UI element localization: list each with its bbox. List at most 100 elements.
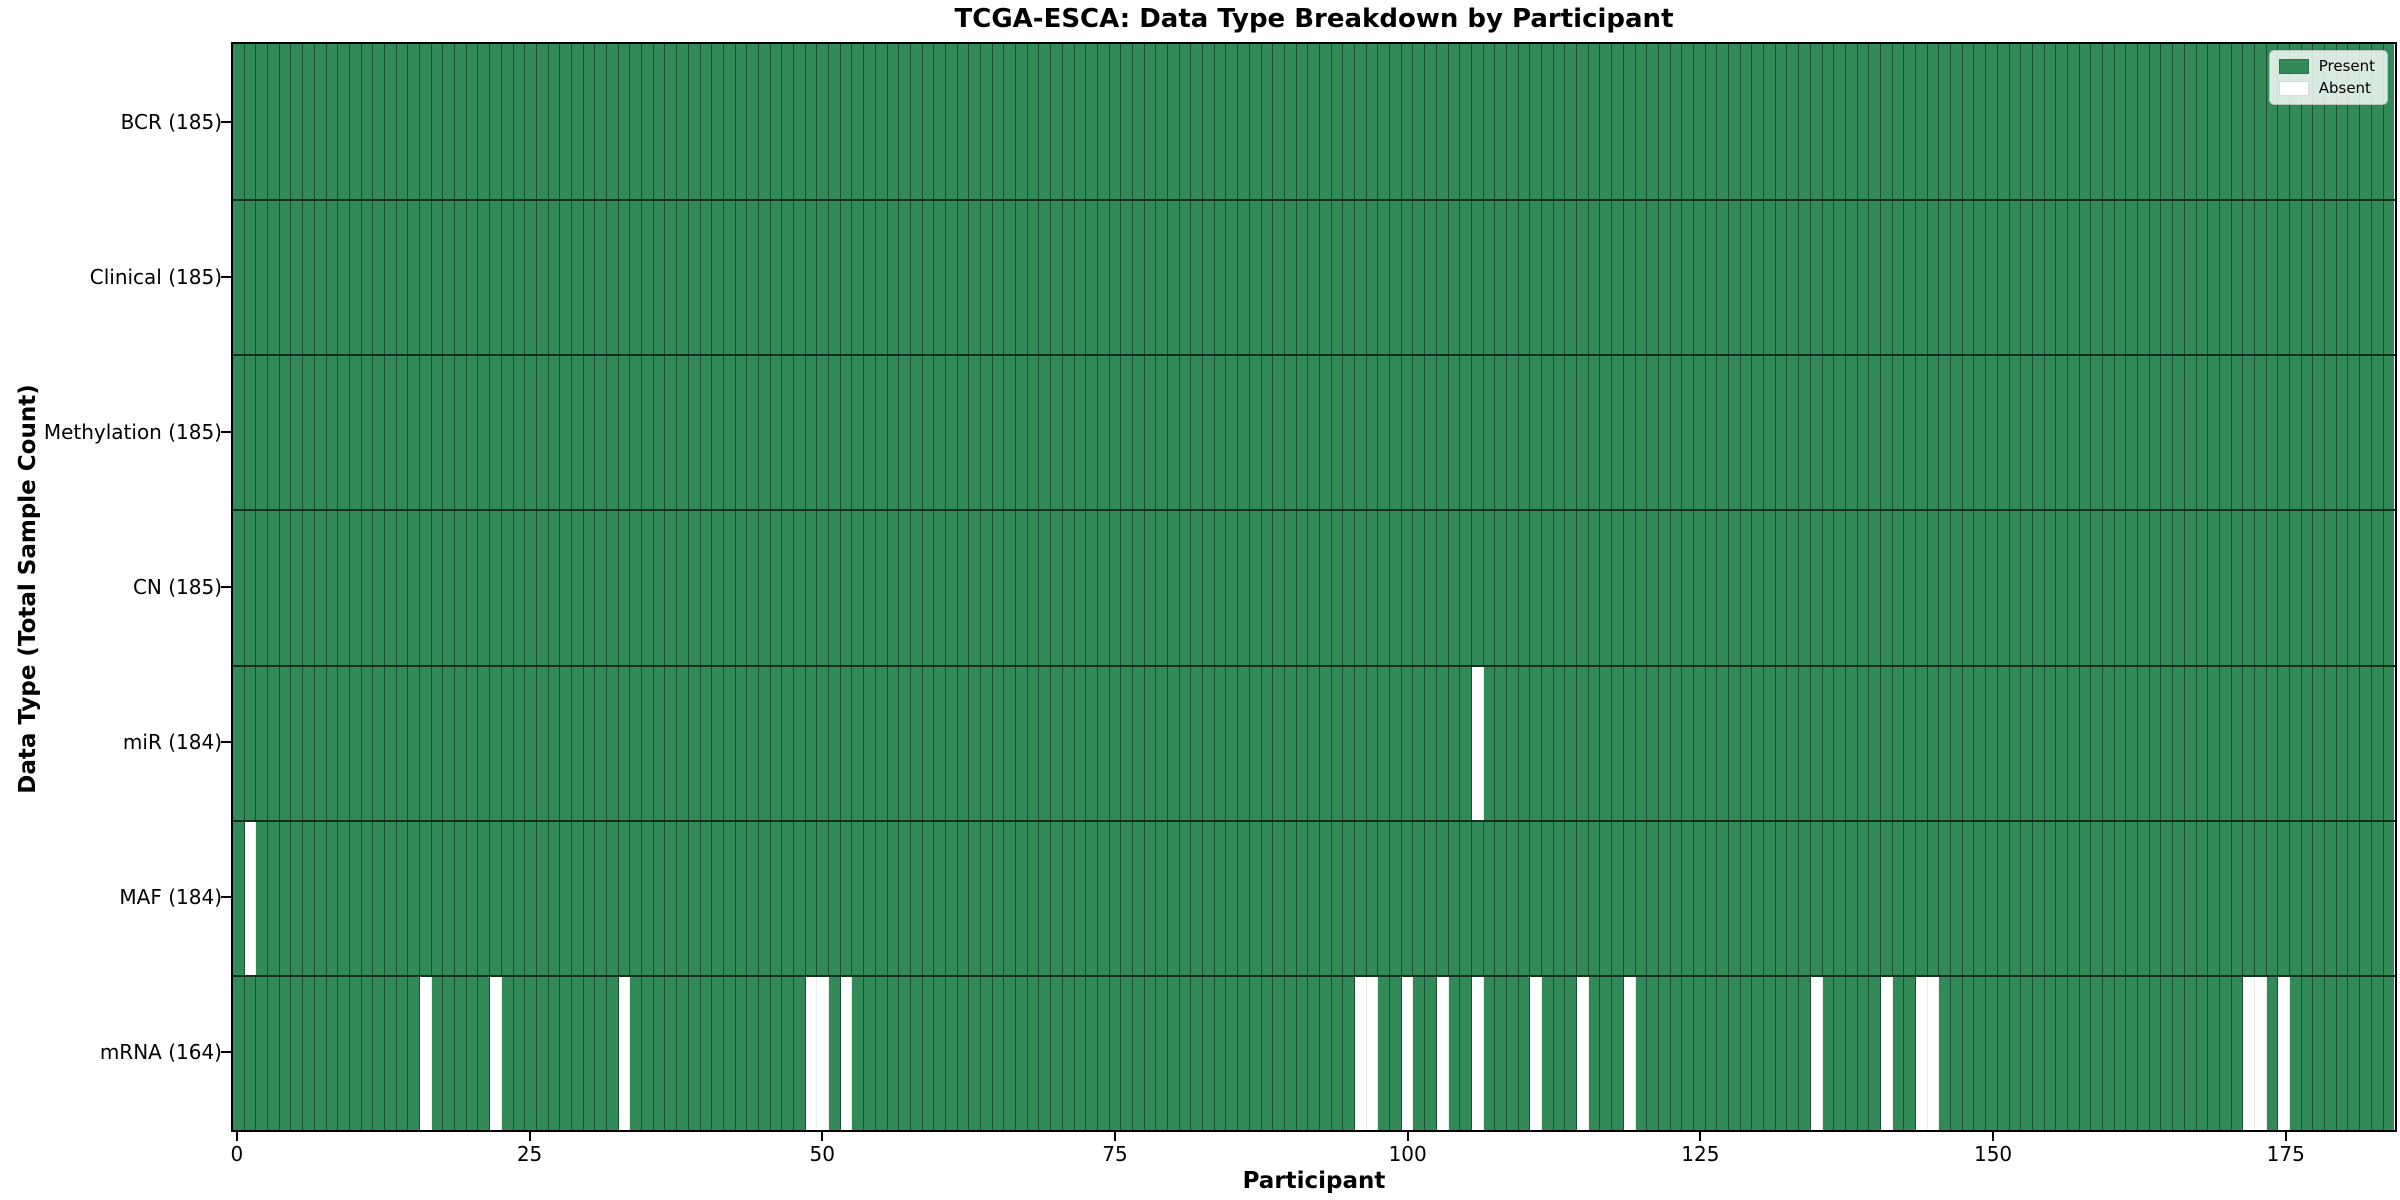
heatmap-cell: [2091, 44, 2103, 200]
heatmap-cell: [1319, 976, 1332, 1130]
heatmap-cell: [1308, 201, 1320, 355]
heatmap-cell: [1857, 666, 1870, 820]
heatmap-cell: [1191, 821, 1204, 975]
heatmap-cell: [2079, 821, 2092, 975]
heatmap-cell: [945, 666, 958, 820]
heatmap-cell: [349, 821, 362, 975]
heatmap-cell: [1834, 356, 1846, 510]
heatmap-cell: [770, 511, 783, 665]
heatmap-cell: [1121, 666, 1133, 820]
heatmap-cell: [1156, 976, 1168, 1130]
heatmap-cell: [642, 201, 654, 355]
heatmap-cell: [1027, 511, 1040, 665]
heatmap-cell: [1693, 201, 1706, 355]
heatmap-cell: [2383, 44, 2395, 200]
heatmap-cell: [1752, 511, 1765, 665]
heatmap-cell: [899, 356, 911, 510]
heatmap-cell: [1016, 511, 1028, 665]
heatmap-cell: [677, 356, 689, 510]
plot-area: Present Absent: [231, 42, 2397, 1132]
heatmap-cell: [1284, 511, 1297, 665]
heatmap-cell: [805, 356, 818, 510]
heatmap-cell: [1799, 666, 1811, 820]
heatmap-cell: [665, 511, 678, 665]
heatmap-cell: [455, 356, 467, 510]
present-swatch-icon: [2278, 59, 2309, 74]
x-tick-mark: [821, 1132, 824, 1141]
heatmap-cell: [1366, 976, 1379, 1130]
heatmap-cell: [1764, 201, 1776, 355]
heatmap-cell: [1787, 44, 1800, 200]
heatmap-cell: [571, 356, 584, 510]
heatmap-cell: [2067, 976, 2080, 1130]
heatmap-cell: [268, 821, 280, 975]
heatmap-cell: [852, 201, 865, 355]
heatmap-cell: [677, 201, 689, 355]
heatmap-cell: [794, 511, 806, 665]
heatmap-cell: [1051, 201, 1063, 355]
heatmap-cell: [525, 511, 537, 665]
heatmap-cell: [1635, 666, 1648, 820]
heatmap-cell: [945, 821, 958, 975]
heatmap-cell: [945, 201, 958, 355]
heatmap-cell: [1343, 44, 1355, 200]
heatmap-cell: [1542, 356, 1554, 510]
heatmap-cell: [2196, 821, 2209, 975]
y-tick-label-clinical: Clinical (185): [89, 264, 222, 289]
heatmap-cell: [1880, 356, 1893, 510]
heatmap-cell: [794, 821, 806, 975]
heatmap-cell: [1635, 821, 1648, 975]
heatmap-cell: [478, 44, 491, 200]
x-tick-label-50: 50: [809, 1142, 835, 1166]
heatmap-cell: [548, 44, 561, 200]
heatmap-cell: [349, 356, 362, 510]
heatmap-cell: [1074, 511, 1087, 665]
heatmap-cell: [1647, 511, 1659, 665]
heatmap-cell: [723, 511, 736, 665]
heatmap-cell: [1927, 201, 1940, 355]
heatmap-cell: [1962, 821, 1975, 975]
heatmap-cell: [1109, 356, 1122, 510]
heatmap-cell: [1226, 356, 1239, 510]
heatmap-cell: [1086, 821, 1098, 975]
heatmap-cell: [1401, 44, 1414, 200]
heatmap-cell: [1869, 976, 1881, 1130]
heatmap-cell: [957, 356, 970, 510]
heatmap-cell: [1390, 821, 1402, 975]
heatmap-cell: [1775, 44, 1788, 200]
y-tick-mark: [221, 1051, 231, 1054]
heatmap-cell: [1869, 44, 1881, 200]
heatmap-cell: [688, 44, 701, 200]
heatmap-cell: [1530, 976, 1542, 1130]
heatmap-cell: [829, 201, 841, 355]
heatmap-cell: [630, 666, 643, 820]
heatmap-cell: [1097, 976, 1110, 1130]
heatmap-cell: [642, 976, 654, 1130]
heatmap-cell: [326, 666, 339, 820]
heatmap-cell: [1004, 666, 1017, 820]
heatmap-cell: [1168, 201, 1180, 355]
heatmap-cell: [560, 821, 572, 975]
heatmap-cell: [1436, 356, 1449, 510]
heatmap-cell: [2325, 201, 2337, 355]
heatmap-cell: [1425, 821, 1437, 975]
heatmap-cell: [805, 821, 818, 975]
heatmap-cell: [723, 821, 736, 975]
heatmap-cell: [618, 666, 631, 820]
heatmap-cell: [1203, 44, 1215, 200]
heatmap-cell: [829, 976, 841, 1130]
heatmap-cell: [2138, 201, 2150, 355]
heatmap-cell: [303, 201, 315, 355]
heatmap-cell: [384, 44, 397, 200]
heatmap-cell: [233, 821, 245, 975]
heatmap-cell: [1927, 44, 1940, 200]
heatmap-cell: [2371, 821, 2384, 975]
heatmap-cell: [1027, 976, 1040, 1130]
heatmap-cell: [1273, 821, 1285, 975]
heatmap-cell: [887, 356, 900, 510]
x-tick-label-75: 75: [1102, 1142, 1128, 1166]
heatmap-cell: [1039, 201, 1052, 355]
heatmap-cell: [1729, 201, 1741, 355]
heatmap-cell: [653, 44, 666, 200]
heatmap-cell: [303, 511, 315, 665]
